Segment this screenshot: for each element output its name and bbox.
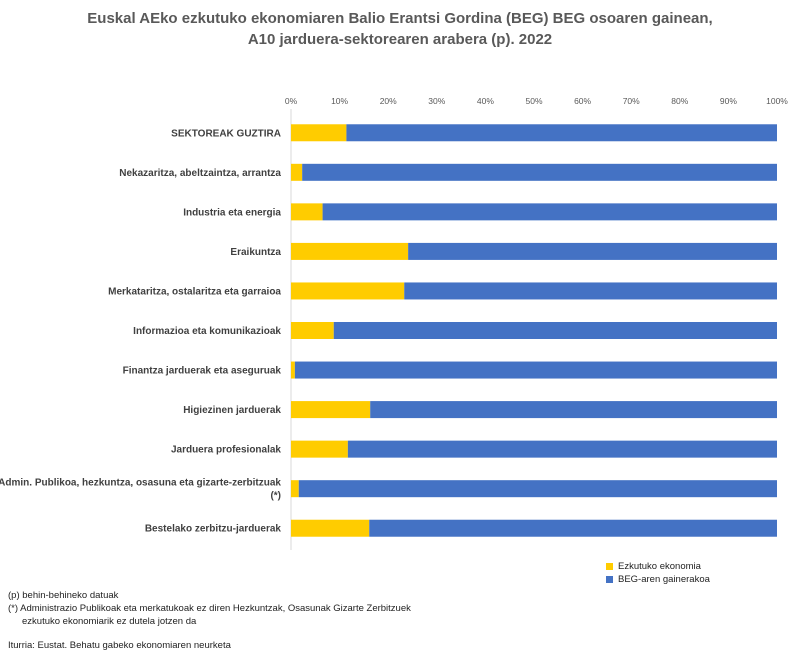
legend-swatch-hidden-economy: [606, 563, 613, 570]
bar-hidden-economy: [291, 242, 409, 260]
bar-rest-of-gva: [408, 242, 777, 260]
bar-hidden-economy: [291, 440, 348, 458]
footnote-provisional: (p) behin-behineko datuak: [8, 590, 119, 601]
chart-title-line-2: A10 jarduera-sektorearen arabera (p). 20…: [247, 31, 553, 48]
legend-swatch-rest-of-gva: [606, 576, 613, 583]
bar-rest-of-gva: [369, 519, 777, 537]
bar-rest-of-gva: [370, 401, 777, 419]
x-tick-label: 90%: [720, 96, 737, 106]
bar-hidden-economy: [291, 401, 371, 419]
bar-hidden-economy: [291, 203, 323, 221]
x-tick-label: 80%: [671, 96, 688, 106]
bar-rest-of-gva: [294, 361, 777, 379]
x-tick-label: 40%: [477, 96, 494, 106]
x-tick-label: 10%: [331, 96, 348, 106]
category-label: Industria eta energia: [183, 207, 281, 218]
legend-label-rest-of-gva: BEG-aren gainerakoa: [618, 574, 710, 585]
footnotes: (p) behin-behineko datuak (*) Administra…: [8, 589, 411, 628]
chart-title-line-1: Euskal AEko ezkutuko ekonomiaren Balio E…: [87, 10, 713, 27]
legend-item-rest-of-gva: BEG-aren gainerakoa: [606, 573, 710, 586]
x-tick-label: 0%: [285, 96, 298, 106]
bar-hidden-economy: [291, 322, 334, 339]
x-tick-label: 20%: [380, 96, 397, 106]
bar-hidden-economy: [291, 163, 303, 181]
bar-hidden-economy: [291, 282, 405, 300]
category-label: Finantza jarduerak eta aseguruak: [123, 366, 282, 377]
bar-rest-of-gva: [347, 440, 777, 458]
footnote-asterisk-line-2: ezkutuko ekonomiarik ez dutela jotzen da: [22, 616, 197, 627]
bar-hidden-economy: [291, 124, 347, 142]
category-label: Nekazaritza, abeltzaintza, arrantza: [119, 168, 281, 179]
legend-label-hidden-economy: Ezkutuko ekonomia: [618, 561, 701, 572]
legend: Ezkutuko ekonomia BEG-aren gainerakoa: [606, 560, 710, 586]
legend-item-hidden-economy: Ezkutuko ekonomia: [606, 560, 710, 573]
x-tick-label: 70%: [623, 96, 640, 106]
bar-rest-of-gva: [322, 203, 777, 221]
category-label: SEKTOREAK GUZTIRA: [171, 128, 281, 139]
bar-hidden-economy: [291, 361, 295, 379]
bar-rest-of-gva: [346, 124, 777, 142]
x-tick-label: 30%: [428, 96, 445, 106]
category-label: Eraikuntza: [230, 247, 281, 258]
bar-rest-of-gva: [404, 282, 777, 300]
category-label: Admin. Publikoa, hezkuntza, osasuna eta …: [0, 478, 281, 489]
category-label: Merkataritza, ostalaritza eta garraioa: [108, 286, 281, 297]
source-note: Iturria: Eustat. Behatu gabeko ekonomiar…: [8, 640, 231, 651]
category-label: Jarduera profesionalak: [171, 445, 281, 456]
chart-title: Euskal AEko ezkutuko ekonomiaren Balio E…: [0, 8, 800, 50]
category-label: Higiezinen jarduerak: [183, 405, 281, 416]
category-label: Informazioa eta komunikazioak: [133, 326, 281, 337]
bar-hidden-economy: [291, 519, 370, 537]
x-tick-label: 60%: [574, 96, 591, 106]
category-label: Bestelako zerbitzu-jarduerak: [145, 524, 282, 535]
bar-rest-of-gva: [302, 163, 777, 181]
bar-hidden-economy: [291, 480, 299, 498]
x-tick-label: 50%: [525, 96, 542, 106]
bar-rest-of-gva: [333, 322, 777, 339]
category-label: (*): [270, 491, 281, 502]
footnote-asterisk-line-1: (*) Administrazio Publikoak eta merkatuk…: [8, 603, 411, 614]
bar-rest-of-gva: [298, 480, 777, 498]
x-tick-label: 100%: [766, 96, 788, 106]
